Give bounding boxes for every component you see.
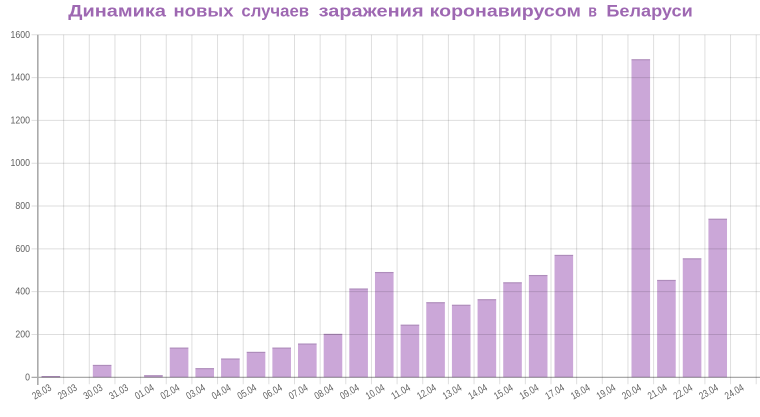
svg-text:600: 600: [15, 244, 30, 255]
svg-text:1600: 1600: [11, 30, 31, 41]
svg-text:1000: 1000: [11, 158, 31, 169]
svg-text:1200: 1200: [11, 115, 31, 126]
svg-text:200: 200: [15, 329, 30, 340]
svg-text:1400: 1400: [11, 73, 31, 84]
svg-text:0: 0: [25, 372, 30, 383]
svg-text:800: 800: [15, 201, 30, 212]
svg-text:400: 400: [15, 287, 30, 298]
